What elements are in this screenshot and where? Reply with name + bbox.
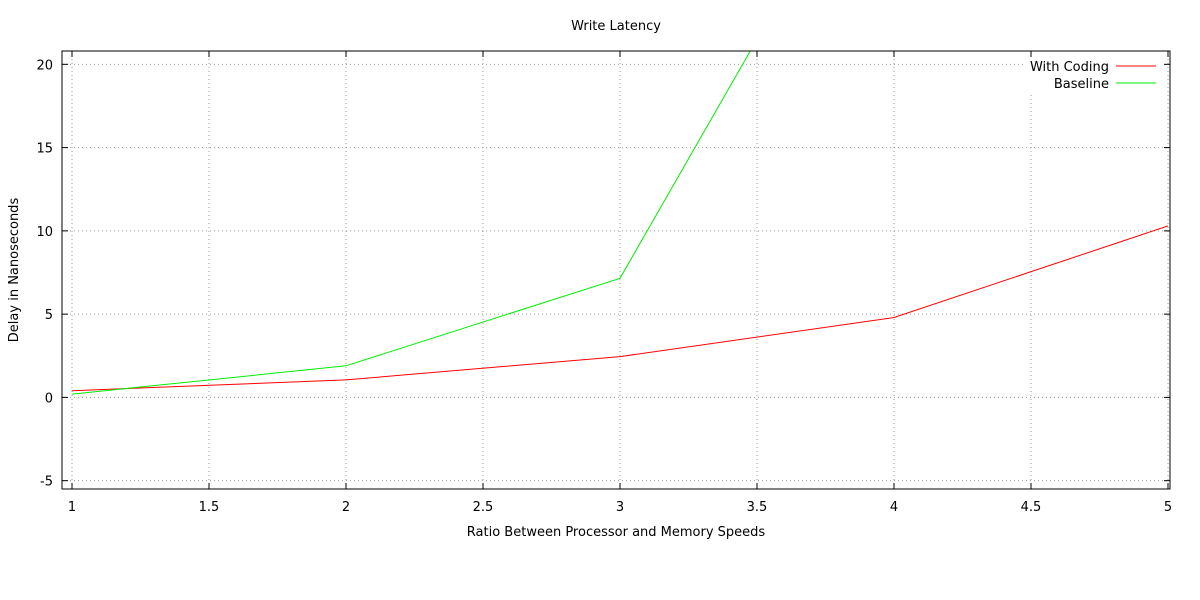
chart-title: Write Latency: [571, 19, 661, 34]
x-tick-label: 3: [616, 500, 624, 515]
y-axis-label: Delay in Nanoseconds: [7, 198, 22, 343]
x-tick-label: 4: [890, 500, 898, 515]
x-tick-label: 4.5: [1021, 500, 1042, 515]
plot-frame: [61, 50, 1171, 490]
series-line-0: [71, 225, 1169, 392]
y-tick-label: -5: [40, 475, 53, 490]
axis-ticks: 1 1.5 2 2.5 3 3.5 4 4.5 5 -5 0 5 10 15 20: [36, 51, 1172, 515]
y-tick-label: 20: [36, 58, 53, 73]
x-axis-label: Ratio Between Processor and Memory Speed…: [467, 525, 766, 540]
legend-background: [1024, 57, 1164, 93]
x-tick-label: 2: [342, 500, 350, 515]
y-tick-label: 10: [36, 225, 53, 240]
legend-label: Baseline: [1054, 77, 1109, 92]
x-tick-label: 1: [68, 500, 76, 515]
y-tick-label: 15: [36, 142, 53, 157]
y-tick-label: 5: [45, 308, 53, 323]
legend-label: With Coding: [1030, 60, 1109, 75]
x-tick-label: 1.5: [199, 500, 220, 515]
y-tick-label: 0: [45, 391, 53, 406]
x-tick-label: 5: [1164, 500, 1172, 515]
x-tick-label: 3.5: [747, 500, 768, 515]
legend: With Coding Baseline: [1024, 57, 1164, 93]
grid: [62, 51, 1170, 489]
series-line-1: [71, 51, 751, 395]
x-tick-label: 2.5: [473, 500, 494, 515]
series-layer: [71, 51, 1169, 395]
